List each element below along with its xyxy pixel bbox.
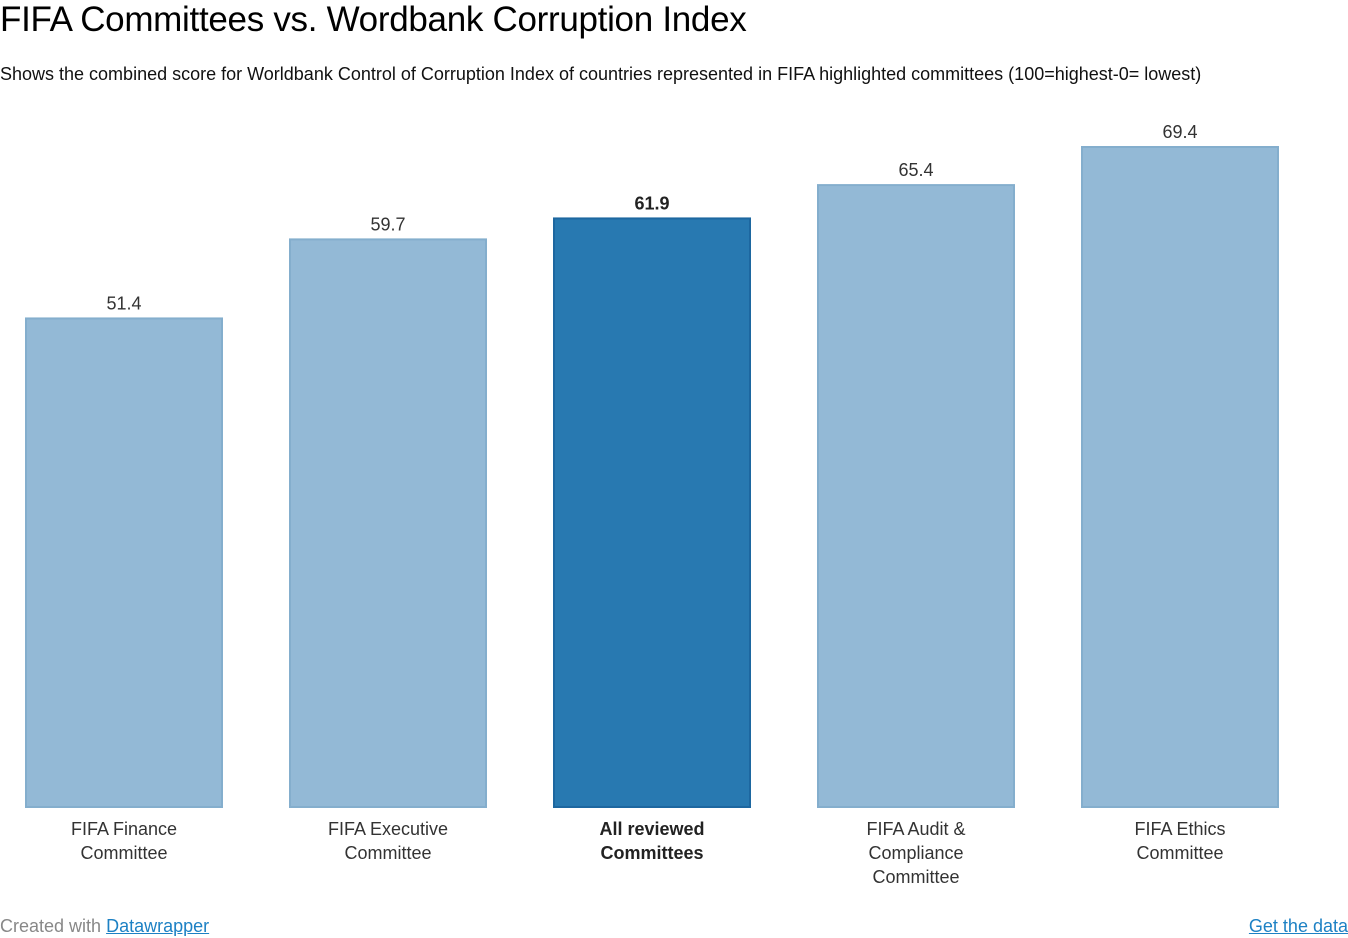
chart-title: FIFA Committees vs. Wordbank Corruption …	[0, 0, 747, 39]
value-label-4: 65.4	[898, 160, 933, 180]
bar-1	[25, 317, 223, 808]
category-label-3: All reviewed Committees	[599, 819, 704, 863]
credit-prefix: Created with	[0, 916, 102, 936]
value-label-3: 61.9	[634, 193, 669, 213]
datawrapper-link[interactable]: Datawrapper	[106, 916, 210, 936]
value-label-5: 69.4	[1162, 122, 1197, 142]
chart-subtitle: Shows the combined score for Worldbank C…	[0, 64, 1202, 84]
category-label-4: FIFA Audit & Compliance Committee	[866, 819, 965, 887]
bar-2	[289, 238, 487, 808]
footer: Created with Datawrapper Get the data	[0, 914, 1348, 938]
value-label-2: 59.7	[370, 214, 405, 234]
bar-3	[553, 217, 751, 808]
bar-chart: 51.4 FIFA Finance Committee 59.7 FIFA Execut…	[25, 122, 1279, 887]
credit-line: Created with Datawrapper	[0, 914, 209, 938]
get-data-link[interactable]: Get the data	[1248, 916, 1348, 936]
bar-4	[817, 184, 1015, 809]
category-label-5: FIFA Ethics Committee	[1134, 819, 1225, 863]
category-label-2: FIFA Executive Committee	[328, 819, 448, 863]
value-label-1: 51.4	[106, 293, 141, 313]
bar-5	[1081, 146, 1279, 808]
category-label-1: FIFA Finance Committee	[71, 819, 177, 863]
